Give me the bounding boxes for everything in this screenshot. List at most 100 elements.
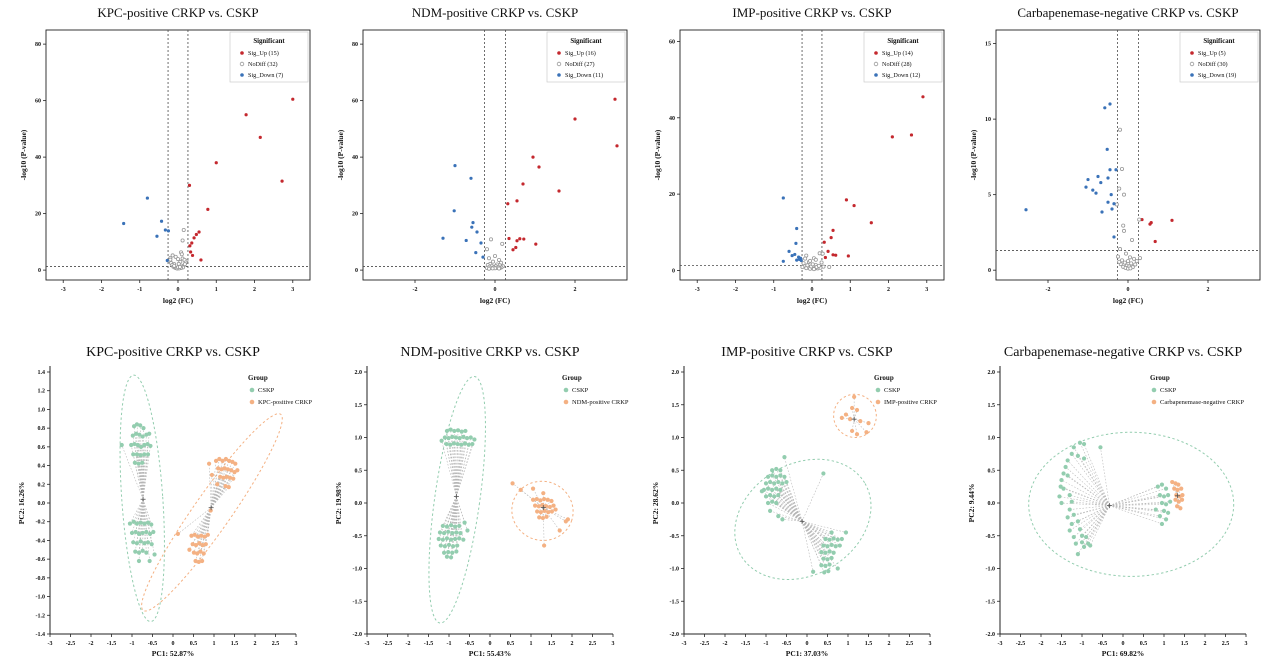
legend-item-label: Sig_Down (12) bbox=[882, 72, 920, 79]
data-point bbox=[173, 254, 178, 259]
data-point bbox=[235, 468, 240, 473]
data-point bbox=[1162, 494, 1167, 499]
data-point bbox=[1176, 499, 1182, 504]
data-point bbox=[538, 498, 543, 503]
data-point bbox=[1080, 540, 1085, 545]
data-point bbox=[134, 521, 140, 526]
data-point bbox=[820, 543, 825, 548]
data-point bbox=[145, 540, 151, 545]
x-tick-label: -1 bbox=[137, 287, 142, 293]
y-tick-label: 1.2 bbox=[38, 389, 46, 395]
x-tick-label: -2 bbox=[1046, 287, 1051, 293]
data-point bbox=[175, 531, 181, 536]
panel-pca-kpc: KPC-positive CRKP vs. CSKP -3 -2.5 -2 -1.5 -1… bbox=[0, 318, 317, 664]
data-point bbox=[1124, 251, 1129, 256]
pca-ndm-chart: NDM-positive CRKP vs. CSKP -3 -2.5 -2 -1.5 -1… bbox=[334, 345, 629, 658]
data-point bbox=[446, 436, 451, 441]
data-point bbox=[540, 491, 546, 496]
data-point bbox=[216, 466, 221, 471]
x-tick-label: 0 bbox=[177, 287, 180, 293]
data-point bbox=[1166, 493, 1171, 498]
data-point bbox=[131, 540, 136, 545]
y-tick-label: 1.5 bbox=[354, 403, 362, 409]
data-point bbox=[847, 417, 852, 422]
threshold-guides bbox=[996, 30, 1261, 280]
y-axis-title: PC2: 16.26% bbox=[17, 482, 26, 525]
data-point bbox=[1110, 207, 1114, 211]
series-cskp bbox=[119, 374, 165, 623]
y-tick-label: 80 bbox=[35, 42, 41, 48]
data-point bbox=[1076, 519, 1081, 524]
data-point bbox=[513, 245, 518, 250]
chart-title: KPC-positive CRKP vs. CSKP bbox=[97, 5, 258, 20]
data-point bbox=[807, 258, 812, 263]
data-point bbox=[187, 547, 192, 552]
x-axis-title: log2 (FC) bbox=[1113, 296, 1144, 305]
data-point bbox=[1096, 174, 1100, 179]
x-tick-label: 2 bbox=[254, 641, 257, 647]
legend-marker bbox=[873, 61, 878, 67]
data-point bbox=[839, 536, 844, 542]
data-point bbox=[1180, 493, 1185, 498]
data-point bbox=[1069, 451, 1075, 456]
data-point bbox=[142, 541, 147, 546]
data-point bbox=[1170, 479, 1175, 485]
data-point bbox=[510, 481, 515, 486]
data-point bbox=[1116, 254, 1121, 259]
data-point bbox=[565, 517, 570, 522]
data-point bbox=[142, 442, 147, 448]
data-point bbox=[802, 256, 807, 261]
y-axis-title: -log10 (P-value) bbox=[653, 129, 662, 180]
x-axis-title: PC1: 55.43% bbox=[469, 649, 512, 658]
data-point bbox=[461, 537, 466, 542]
data-point bbox=[518, 487, 523, 492]
y-tick-label: -1.0 bbox=[986, 567, 996, 573]
data-point bbox=[557, 189, 561, 193]
data-point bbox=[1061, 471, 1066, 476]
x-tick-label: 0 bbox=[805, 641, 808, 647]
chart-title: NDM-positive CRKP vs. CSKP bbox=[400, 345, 579, 360]
data-point bbox=[127, 521, 133, 526]
data-point bbox=[444, 428, 449, 434]
data-point bbox=[209, 472, 215, 478]
data-point bbox=[168, 257, 173, 262]
data-point bbox=[839, 415, 844, 420]
x-tick-label: -1 bbox=[763, 641, 768, 647]
confidence-ellipse bbox=[428, 375, 486, 624]
centroid-spokes bbox=[761, 457, 846, 573]
x-axis: -3 -2.5 -2 -1.5 -1 -0.5 0 0.5 1 1.5 2 2.5 3 bbox=[998, 634, 1248, 647]
x-tick-label: 2 bbox=[1207, 287, 1210, 293]
y-tick-label: -0.8 bbox=[36, 576, 46, 582]
x-tick-label: -3 bbox=[681, 641, 686, 647]
data-point bbox=[258, 135, 262, 139]
legend-item-label: KPC-positive CRKP bbox=[258, 399, 312, 406]
data-point bbox=[865, 420, 871, 426]
data-point bbox=[227, 475, 233, 480]
volcano-carbneg-chart: Carbapenemase-negative CRKP vs. CSKP -2 0 2… bbox=[969, 5, 1261, 305]
x-tick-label: -0.5 bbox=[465, 641, 475, 647]
data-point bbox=[172, 263, 177, 268]
legend-marker bbox=[1190, 51, 1195, 55]
x-tick-label: 1.5 bbox=[231, 641, 239, 647]
data-point bbox=[854, 432, 859, 437]
data-point bbox=[457, 436, 462, 441]
data-point bbox=[448, 427, 453, 432]
data-point bbox=[804, 263, 809, 268]
data-point bbox=[820, 471, 825, 476]
data-point bbox=[455, 428, 460, 433]
data-point bbox=[137, 432, 142, 437]
legend-item-label: Sig_Up (5) bbox=[1198, 50, 1226, 57]
y-axis-title: PC2: 9.44% bbox=[967, 484, 976, 523]
data-point bbox=[138, 520, 143, 525]
data-point bbox=[471, 221, 475, 225]
y-axis: 0 5 10 15 bbox=[985, 42, 997, 274]
y-tick-label: 0.4 bbox=[38, 464, 46, 470]
data-point bbox=[1160, 482, 1165, 487]
data-point bbox=[1082, 441, 1087, 447]
y-tick-label: -0.5 bbox=[352, 534, 362, 540]
y-tick-label: -0.2 bbox=[36, 520, 46, 526]
data-point bbox=[196, 559, 201, 565]
series-nodiff-28- bbox=[799, 251, 831, 272]
data-point bbox=[826, 537, 832, 542]
legend-item-label: CSKP bbox=[884, 387, 901, 394]
